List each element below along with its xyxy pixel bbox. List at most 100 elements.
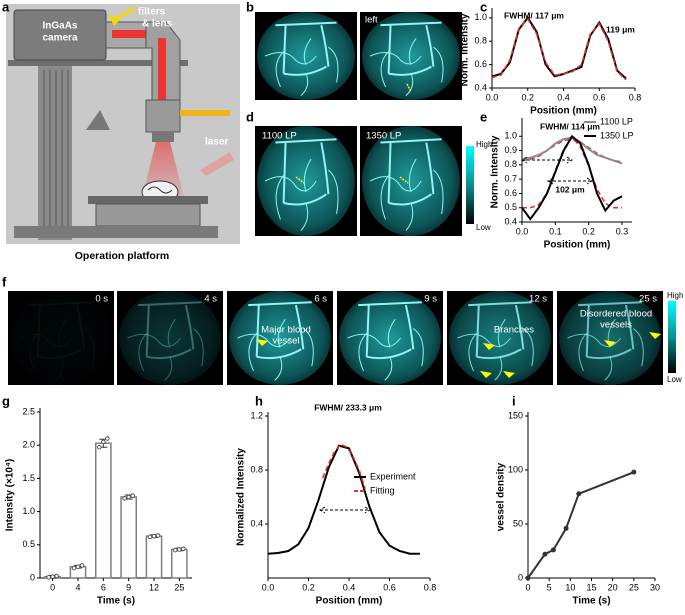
y-tick-label: 0.4 bbox=[250, 518, 263, 528]
y-tick-label: 0 bbox=[30, 572, 35, 582]
x-axis-label: Position (mm) bbox=[544, 240, 611, 251]
y-tick-label: 1.0 bbox=[22, 506, 35, 516]
x-tick-label: 30 bbox=[650, 582, 660, 592]
x-tick-label: 0.2 bbox=[302, 582, 315, 592]
point bbox=[155, 533, 161, 538]
x-tick-label: 0.2 bbox=[582, 226, 595, 236]
x-tick-label: 15 bbox=[586, 582, 596, 592]
point bbox=[181, 546, 186, 552]
vessel bbox=[380, 169, 444, 231]
x-tick-label: 0 bbox=[50, 582, 55, 592]
label: Low bbox=[476, 223, 491, 232]
x-axis-label: Time (s) bbox=[97, 596, 135, 607]
pointer bbox=[503, 371, 515, 378]
label: 9 s bbox=[424, 294, 437, 305]
x-tick-label: 0.2 bbox=[521, 92, 534, 102]
vessel bbox=[265, 38, 317, 65]
label: High bbox=[476, 140, 492, 149]
floor bbox=[14, 226, 218, 238]
point bbox=[550, 547, 556, 553]
label: Operation platform bbox=[75, 250, 170, 262]
point bbox=[101, 439, 106, 445]
vessel bbox=[358, 301, 422, 360]
vessel bbox=[237, 318, 291, 348]
label: 6 s bbox=[314, 294, 327, 305]
point bbox=[130, 493, 135, 498]
y-axis-label: Norm. Intensity bbox=[460, 13, 471, 86]
point bbox=[525, 575, 531, 581]
x-axis-label: Position (mm) bbox=[316, 596, 383, 607]
colorbar bbox=[466, 146, 474, 224]
y-tick-label: 0.8 bbox=[504, 159, 517, 169]
vessel bbox=[578, 301, 642, 360]
objective bbox=[152, 132, 174, 142]
image-glow bbox=[257, 12, 355, 100]
vessel bbox=[248, 328, 314, 381]
series-line bbox=[521, 138, 623, 163]
label: filters bbox=[138, 7, 166, 18]
panel-label: a bbox=[2, 0, 10, 14]
label: camera bbox=[42, 33, 77, 44]
point bbox=[50, 574, 55, 579]
point bbox=[126, 494, 131, 500]
laser-in bbox=[180, 110, 230, 116]
panel-label: g bbox=[2, 393, 10, 408]
image-glow bbox=[257, 126, 355, 236]
label: & lens bbox=[142, 19, 172, 30]
y-tick-label: 0.9 bbox=[504, 145, 517, 155]
y-axis-label: Intensity (×10⁴) bbox=[5, 459, 16, 531]
annotation: 102 μm bbox=[555, 184, 585, 194]
y-tick-label: 1.0 bbox=[504, 131, 517, 141]
point bbox=[177, 547, 182, 552]
annotation: FWHM/ 117 μm bbox=[504, 10, 564, 20]
point bbox=[97, 444, 102, 450]
y-tick-label: 150 bbox=[508, 410, 523, 420]
shelf bbox=[8, 60, 188, 66]
beam-h bbox=[112, 30, 152, 38]
point bbox=[122, 496, 127, 501]
vessel bbox=[347, 318, 401, 348]
pointer bbox=[256, 339, 268, 346]
y-tick-label: 0.6 bbox=[504, 188, 517, 198]
panel-label: e bbox=[480, 109, 487, 124]
cube bbox=[145, 99, 181, 133]
legend-label: 1350 LP bbox=[600, 130, 634, 140]
double-arrow bbox=[547, 177, 593, 185]
x-axis-label: Position (mm) bbox=[530, 106, 597, 117]
x-tick-label: 0.1 bbox=[549, 226, 562, 236]
vessel bbox=[18, 318, 72, 348]
annotation: FWHM/ 233.3 μm bbox=[314, 402, 382, 412]
label: 25 s bbox=[639, 294, 657, 305]
label: left bbox=[365, 15, 378, 26]
vessel bbox=[264, 158, 317, 193]
vessel bbox=[358, 328, 424, 381]
x-tick-label: 5 bbox=[547, 582, 552, 592]
point bbox=[79, 563, 85, 568]
y-tick-label: 100 bbox=[508, 464, 523, 474]
vessel bbox=[138, 301, 202, 360]
panel-label: f bbox=[2, 274, 7, 289]
point bbox=[563, 525, 569, 531]
point bbox=[151, 533, 157, 539]
platform bbox=[88, 196, 208, 204]
vessel bbox=[275, 21, 337, 76]
point bbox=[75, 564, 81, 570]
vessel bbox=[275, 169, 339, 231]
platform-base bbox=[95, 203, 201, 227]
double-arrow bbox=[319, 506, 371, 514]
x-tick-label: 0.8 bbox=[629, 92, 642, 102]
vessel bbox=[457, 318, 511, 348]
legend-label: Experiment bbox=[370, 471, 416, 481]
image-glow bbox=[10, 291, 112, 385]
label: laser bbox=[205, 137, 228, 148]
point bbox=[576, 491, 582, 497]
vessel bbox=[380, 46, 444, 96]
point bbox=[631, 469, 637, 475]
vessel bbox=[370, 38, 422, 65]
x-tick-label: 0.3 bbox=[616, 226, 629, 236]
y-tick-label: 1.5 bbox=[22, 473, 35, 483]
y-tick-label: 0.4 bbox=[504, 216, 517, 226]
vessel bbox=[127, 318, 181, 348]
marker-line bbox=[406, 83, 412, 93]
label: vessels bbox=[600, 320, 632, 331]
